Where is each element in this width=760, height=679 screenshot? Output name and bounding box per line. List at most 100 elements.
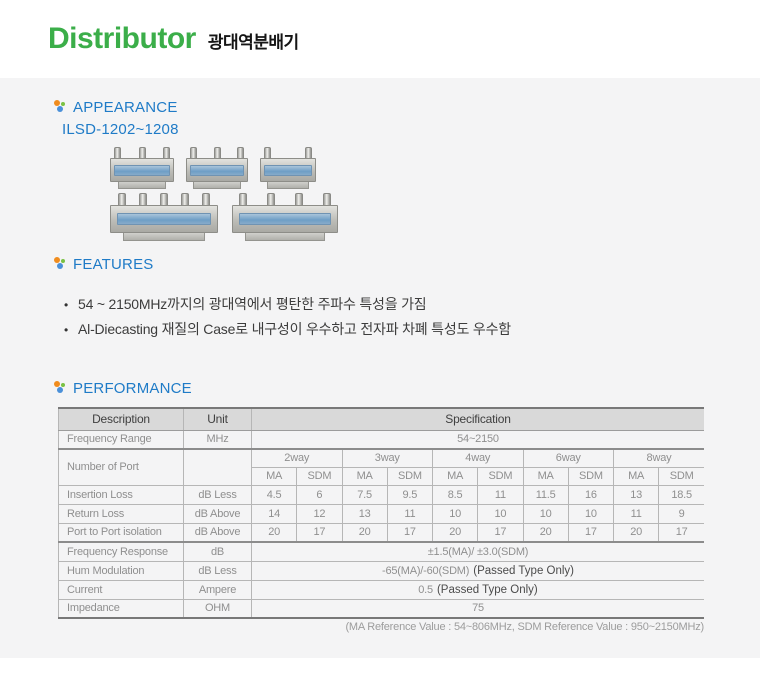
feature-item: 54 ~ 2150MHz까지의 광대역에서 평탄한 주파수 특성을 가짐 — [64, 292, 511, 317]
table-row-frequency-range: Frequency Range MHz 54~2150 — [58, 429, 704, 450]
performance-heading-label: PERFORMANCE — [73, 380, 192, 397]
table-header-row: Description Unit Specification — [58, 407, 704, 431]
row-label: Frequency Response — [58, 541, 184, 562]
features-list: 54 ~ 2150MHz까지의 광대역에서 평탄한 주파수 특성을 가짐 Al-… — [64, 292, 511, 342]
port-type-header: MA — [522, 466, 569, 486]
specification-table: Description Unit Specification Frequency… — [58, 407, 704, 619]
port-type-header: SDM — [296, 466, 343, 486]
cell-value: 11 — [386, 503, 434, 524]
cell-value: 9.5 — [386, 484, 434, 505]
table-row-insertion-loss: Insertion Loss dB Less 4.5 6 7.5 9.5 8.5… — [58, 484, 704, 505]
row-unit — [183, 448, 252, 486]
row-unit: dB Above — [183, 522, 252, 543]
row-unit: OHM — [183, 598, 252, 619]
row-label: Frequency Range — [58, 429, 184, 450]
way-group-header: 4way — [432, 448, 524, 468]
way-group-header: 3way — [341, 448, 433, 468]
product-photo-large-2 — [232, 193, 338, 241]
performance-section-heading: PERFORMANCE — [54, 380, 192, 397]
cell-value: 10 — [567, 503, 615, 524]
port-type-header: MA — [431, 466, 479, 486]
row-spec: -65(MA)/-60(SDM) (Passed Type Only) — [251, 560, 704, 581]
cell-value: 20 — [431, 522, 479, 543]
product-photo-large-1 — [110, 193, 218, 241]
cell-value: 16 — [567, 484, 615, 505]
row-label: Insertion Loss — [58, 484, 184, 505]
port-type-header: MA — [250, 466, 298, 486]
appearance-heading-label: APPEARANCE — [73, 99, 178, 116]
spec-value: -65(MA)/-60(SDM) — [381, 564, 470, 577]
appearance-section-heading: APPEARANCE — [54, 99, 178, 116]
cell-value: 13 — [612, 484, 660, 505]
cell-value: 20 — [522, 522, 569, 543]
table-row-way-groups: Number of Port 2way 3way 4way 6way 8way — [58, 448, 704, 486]
column-header-description: Description — [58, 407, 184, 431]
row-unit: dB Less — [183, 560, 252, 581]
cell-value: 7.5 — [341, 484, 388, 505]
product-photo-small-2 — [186, 147, 248, 189]
cell-value: 11.5 — [522, 484, 569, 505]
table-row-port-isolation: Port to Port isolation dB Above 20 17 20… — [58, 522, 704, 543]
column-header-specification: Specification — [251, 407, 704, 431]
row-spec: 54~2150 — [251, 429, 704, 450]
table-row-impedance: Impedance OHM 75 — [58, 598, 704, 619]
table-row-hum-modulation: Hum Modulation dB Less -65(MA)/-60(SDM)(… — [58, 560, 704, 581]
product-photo-small-1 — [110, 147, 174, 189]
way-group-header: 8way — [613, 448, 704, 468]
page-header: Distributor 광대역분배기 — [48, 22, 299, 56]
features-section-heading: FEATURES — [54, 256, 154, 273]
spec-value: 0.5 — [418, 583, 433, 596]
port-type-header: SDM — [477, 466, 524, 486]
cell-value: 10 — [522, 503, 569, 524]
row-label: Hum Modulation — [58, 560, 184, 581]
bullet-dots-icon — [54, 257, 67, 271]
cell-value: 14 — [250, 503, 298, 524]
table-row-frequency-response: Frequency Response dB ±1.5(MA)/ ±3.0(SDM… — [58, 541, 704, 562]
cell-value: 10 — [431, 503, 479, 524]
cell-value: 6 — [296, 484, 343, 505]
column-header-unit: Unit — [183, 407, 252, 431]
port-type-header: SDM — [567, 466, 615, 486]
row-label: Port to Port isolation — [58, 522, 184, 543]
row-unit: dB — [183, 541, 252, 562]
row-unit: dB Above — [183, 503, 252, 524]
cell-value: 20 — [250, 522, 298, 543]
cell-value: 11 — [612, 503, 660, 524]
row-spec: 75 — [251, 598, 704, 619]
bullet-dots-icon — [54, 100, 67, 114]
cell-value: 20 — [612, 522, 660, 543]
product-photo-row-bottom — [110, 193, 338, 241]
page-subtitle: 광대역분배기 — [207, 33, 299, 52]
table-row-current: Current Ampere 0.5 (Passed Type Only) — [58, 579, 704, 600]
row-unit: dB Less — [183, 484, 252, 505]
cell-value: 17 — [477, 522, 524, 543]
way-group-header: 6way — [522, 448, 614, 468]
cell-value: 17 — [386, 522, 434, 543]
cell-value: 17 — [567, 522, 615, 543]
port-type-header: SDM — [386, 466, 434, 486]
feature-item: Al-Diecasting 재질의 Case로 내구성이 우수하고 전자파 차폐… — [64, 317, 511, 342]
port-type-header: SDM — [658, 466, 704, 486]
table-footnote: (MA Reference Value : 54~806MHz, SDM Ref… — [345, 621, 704, 633]
cell-value: 4.5 — [250, 484, 298, 505]
cell-value: 17 — [296, 522, 343, 543]
bullet-dots-icon — [54, 381, 67, 395]
cell-value: 13 — [341, 503, 388, 524]
row-label: Impedance — [58, 598, 184, 619]
row-spec: 0.5 (Passed Type Only) — [251, 579, 704, 600]
row-unit: Ampere — [183, 579, 252, 600]
model-range: ILSD-1202~1208 — [62, 121, 179, 138]
spec-note: (Passed Type Only) — [473, 564, 575, 577]
table-row-return-loss: Return Loss dB Above 14 12 13 11 10 10 1… — [58, 503, 704, 524]
cell-value: 17 — [658, 522, 704, 543]
page-title: Distributor — [48, 22, 196, 55]
cell-value: 11 — [477, 484, 524, 505]
row-label: Current — [58, 579, 184, 600]
product-photo-row-top — [110, 147, 338, 189]
cell-value: 18.5 — [658, 484, 704, 505]
cell-value: 10 — [477, 503, 524, 524]
cell-value: 8.5 — [431, 484, 479, 505]
row-label: Return Loss — [58, 503, 184, 524]
table-row-port-types: MA SDM MA SDM MA SDM MA SDM MA SDM — [59, 466, 704, 486]
product-photos — [110, 147, 338, 241]
